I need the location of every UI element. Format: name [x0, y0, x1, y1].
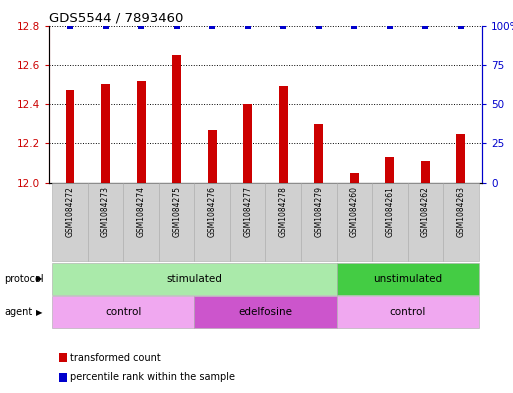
Text: ▶: ▶ [35, 274, 42, 283]
Text: control: control [389, 307, 426, 317]
Bar [194, 296, 337, 328]
Point [350, 22, 359, 29]
Text: stimulated: stimulated [167, 274, 222, 284]
Bar [52, 263, 337, 295]
Bar [337, 263, 479, 295]
Bar [52, 183, 88, 261]
Bar [159, 183, 194, 261]
Text: GSM1084262: GSM1084262 [421, 186, 430, 237]
Point [66, 22, 74, 29]
Bar [194, 183, 230, 261]
Bar [443, 183, 479, 261]
Bar [301, 183, 337, 261]
Text: GSM1084260: GSM1084260 [350, 186, 359, 237]
Bar [385, 157, 394, 183]
Text: agent: agent [4, 307, 32, 317]
Point [137, 22, 145, 29]
Text: GSM1084275: GSM1084275 [172, 186, 181, 237]
Bar [266, 183, 301, 261]
Text: GSM1084278: GSM1084278 [279, 186, 288, 237]
Point [421, 22, 429, 29]
Text: GSM1084273: GSM1084273 [101, 186, 110, 237]
Bar [243, 104, 252, 183]
Text: GSM1084272: GSM1084272 [66, 186, 74, 237]
Bar [66, 90, 74, 183]
Point [102, 22, 110, 29]
Bar [408, 183, 443, 261]
Text: percentile rank within the sample: percentile rank within the sample [70, 372, 235, 382]
Bar [279, 86, 288, 183]
Point [244, 22, 252, 29]
Text: GSM1084274: GSM1084274 [136, 186, 146, 237]
Bar [337, 183, 372, 261]
Text: transformed count: transformed count [70, 353, 161, 363]
Text: control: control [105, 307, 142, 317]
Text: ▶: ▶ [35, 308, 42, 316]
Bar [350, 173, 359, 183]
Bar [101, 84, 110, 183]
Point [314, 22, 323, 29]
Text: unstimulated: unstimulated [373, 274, 442, 284]
Text: GSM1084279: GSM1084279 [314, 186, 323, 237]
Bar [123, 183, 159, 261]
Text: GDS5544 / 7893460: GDS5544 / 7893460 [49, 11, 183, 24]
Text: GSM1084263: GSM1084263 [457, 186, 465, 237]
Point [208, 22, 216, 29]
Text: GSM1084276: GSM1084276 [208, 186, 216, 237]
Point [386, 22, 394, 29]
Bar [136, 81, 146, 183]
Point [457, 22, 465, 29]
Bar [457, 134, 465, 183]
Bar [230, 183, 266, 261]
Bar [52, 296, 194, 328]
Bar [421, 161, 430, 183]
Text: edelfosine: edelfosine [239, 307, 292, 317]
Bar [208, 130, 216, 183]
Bar [337, 296, 479, 328]
Bar [314, 124, 323, 183]
Point [279, 22, 287, 29]
Text: protocol: protocol [4, 274, 44, 284]
Text: GSM1084277: GSM1084277 [243, 186, 252, 237]
Point [172, 22, 181, 29]
Bar [88, 183, 123, 261]
Bar [172, 55, 181, 183]
Text: GSM1084261: GSM1084261 [385, 186, 394, 237]
Bar [372, 183, 408, 261]
